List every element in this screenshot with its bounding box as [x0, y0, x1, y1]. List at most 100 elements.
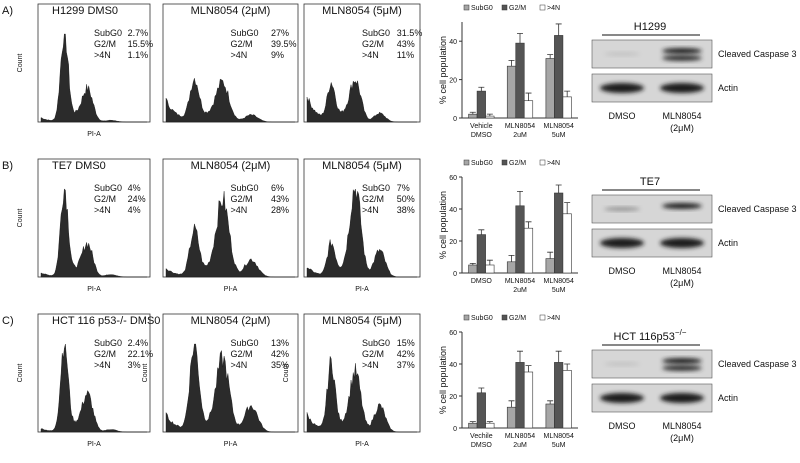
stat-value: 42%	[397, 349, 415, 359]
stat-value: 1.1%	[128, 50, 149, 60]
stat-name: >4N	[231, 360, 248, 370]
bar	[554, 192, 564, 274]
stat-value: 15.5%	[128, 39, 154, 49]
bar	[545, 258, 555, 274]
stat-value: 31.5%	[397, 28, 423, 38]
bar	[545, 403, 555, 429]
x-tick-label: 5uM	[552, 287, 566, 294]
error-bar	[555, 184, 562, 193]
error-bar	[547, 54, 554, 59]
stat-value: 22.1%	[128, 349, 154, 359]
legend-label: SubG0	[471, 160, 493, 167]
band-label: Cleaved Caspase 3	[718, 359, 797, 369]
y-tick-label: 0	[453, 426, 457, 433]
histogram-frame	[37, 158, 151, 278]
blot-title: HCT 116p53−/−	[614, 328, 687, 343]
error-bar	[469, 263, 476, 265]
x-tick-label: DMSO	[471, 132, 493, 139]
band-label: Actin	[718, 238, 738, 248]
band	[600, 393, 644, 403]
error-bar	[547, 251, 554, 259]
x-tick-label: MLN8054	[543, 123, 573, 130]
bar	[523, 227, 534, 274]
y-axis-label: Count	[17, 209, 24, 228]
legend-label: >4N	[547, 160, 560, 167]
x-tick-label: DMSO	[471, 278, 493, 285]
stat-name: G2/M	[231, 194, 253, 204]
x-tick-label: Vechile	[470, 433, 493, 440]
stat-name: >4N	[94, 50, 111, 60]
bar	[515, 362, 525, 429]
lane-label: MLN8054	[662, 421, 701, 431]
blot-title-text: HCT 116p53	[614, 331, 675, 343]
error-bar	[486, 421, 493, 424]
error-bar	[525, 221, 532, 229]
stat-name: >4N	[362, 205, 379, 215]
lane-label: DMSO	[609, 421, 636, 431]
bar	[554, 35, 564, 119]
band	[662, 365, 702, 371]
legend-label: SubG0	[471, 315, 493, 322]
y-tick-label: 0	[453, 116, 457, 123]
y-tick-label: 40	[449, 207, 457, 214]
stat-name: >4N	[362, 360, 379, 370]
stat-value: 42%	[271, 349, 289, 359]
bar	[545, 58, 555, 119]
lane-label: DMSO	[609, 111, 636, 121]
error-bar	[555, 23, 562, 36]
histogram	[306, 188, 417, 278]
stat-value: 15%	[397, 338, 415, 348]
bar	[515, 42, 525, 119]
band	[662, 203, 702, 209]
legend-swatch	[463, 4, 470, 11]
histogram	[165, 343, 295, 433]
bar	[468, 422, 478, 429]
y-axis-label: Count	[142, 364, 149, 383]
bar	[562, 370, 572, 429]
error-bar	[517, 350, 523, 363]
legend-label: SubG0	[471, 5, 493, 12]
x-axis-label: PI-A	[87, 131, 101, 138]
error-bar	[486, 113, 493, 117]
stat-value: 2.7%	[128, 28, 149, 38]
legend-swatch	[539, 4, 546, 11]
x-tick-label: 2uM	[513, 132, 527, 139]
legend-label: G2/M	[509, 5, 526, 12]
x-tick-label: MLN8054	[505, 433, 535, 440]
band	[660, 238, 704, 248]
error-bar	[517, 191, 523, 206]
stat-value: 43%	[271, 194, 289, 204]
x-tick-label: MLN8054	[543, 433, 573, 440]
histogram	[165, 191, 295, 278]
stat-name: SubG0	[362, 28, 390, 38]
y-tick-label: 60	[449, 175, 457, 182]
stat-value: 9%	[271, 50, 284, 60]
stat-value: 43%	[397, 39, 415, 49]
panel-label: B)	[2, 160, 13, 172]
x-axis-label: PI-A	[355, 286, 369, 293]
y-tick-label: 20	[449, 239, 457, 246]
x-tick-label: MLN8054	[505, 123, 535, 130]
histogram-title: MLN8054 (2μM)	[191, 315, 271, 327]
lane-label: (2μM)	[670, 433, 694, 443]
histogram	[40, 188, 147, 278]
x-axis-label: PI-A	[224, 286, 238, 293]
blot-title: H1299	[634, 21, 666, 33]
band-label: Actin	[718, 393, 738, 403]
bar	[485, 422, 495, 429]
legend-swatch	[501, 159, 508, 166]
blot-title-text: H1299	[634, 21, 666, 33]
error-bar	[486, 259, 493, 265]
error-bar	[478, 387, 485, 393]
band	[660, 83, 704, 93]
bar	[476, 392, 486, 429]
stat-value: 4%	[128, 205, 141, 215]
y-tick-label: 20	[449, 78, 457, 85]
blot-title: TE7	[640, 176, 660, 188]
bar	[506, 65, 517, 119]
error-bar	[478, 86, 485, 92]
histogram-frame	[162, 3, 299, 123]
y-tick-label: 40	[449, 362, 457, 369]
bar	[506, 261, 517, 274]
lane-label: MLN8054	[662, 111, 701, 121]
